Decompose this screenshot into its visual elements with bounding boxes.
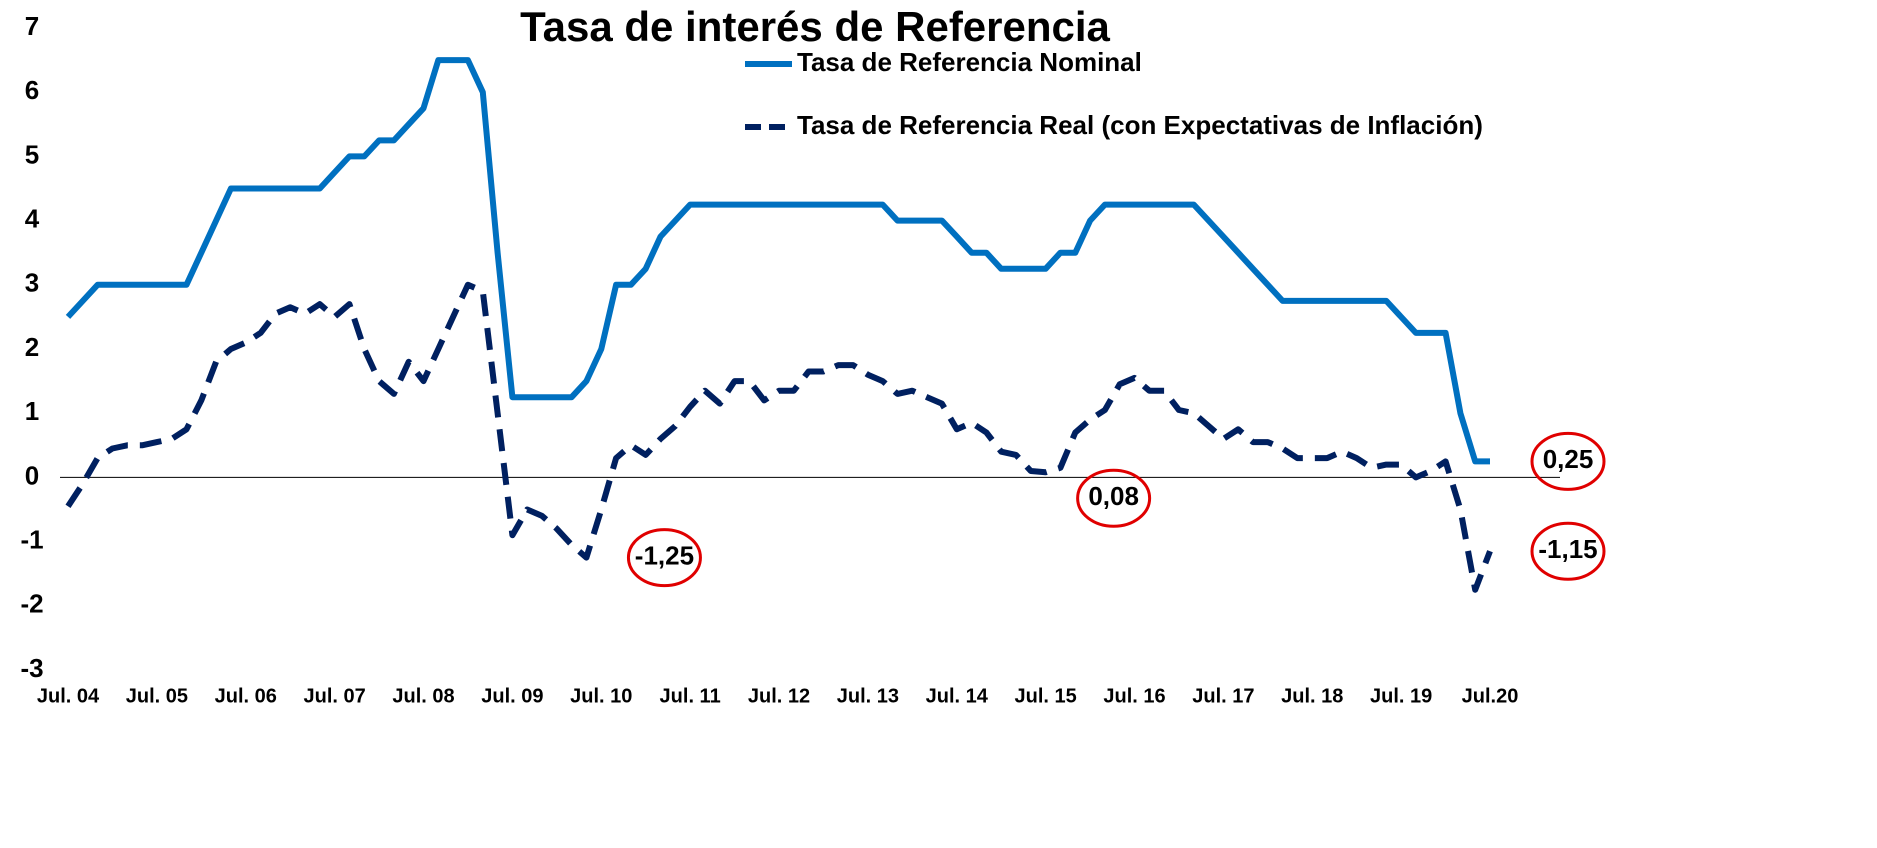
data-label: -1,15 bbox=[1538, 534, 1597, 564]
x-tick-label: Jul.20 bbox=[1462, 685, 1519, 707]
x-tick-label: Jul. 06 bbox=[215, 685, 277, 707]
x-tick-label: Jul. 18 bbox=[1281, 685, 1343, 707]
y-tick-label: 7 bbox=[25, 11, 39, 41]
x-tick-label: Jul. 11 bbox=[660, 685, 721, 707]
data-label: 0,08 bbox=[1088, 481, 1139, 511]
x-tick-label: Jul. 19 bbox=[1370, 685, 1432, 707]
label-circle bbox=[626, 528, 702, 588]
x-tick-label: Jul. 08 bbox=[392, 685, 454, 707]
series-line bbox=[65, 281, 1493, 593]
label-circle bbox=[1530, 431, 1606, 491]
legend-label: Tasa de Referencia Real (con Expectativa… bbox=[797, 110, 1483, 140]
x-tick-label: Jul. 15 bbox=[1014, 685, 1076, 707]
y-tick-label: 2 bbox=[25, 332, 39, 362]
x-tick-label: Jul. 16 bbox=[1103, 685, 1165, 707]
x-tick-label: Jul. 17 bbox=[1192, 685, 1254, 707]
x-tick-label: Jul. 13 bbox=[837, 685, 899, 707]
y-tick-label: 6 bbox=[25, 75, 39, 105]
y-tick-label: -3 bbox=[20, 653, 43, 683]
x-tick-label: Jul. 14 bbox=[926, 685, 989, 707]
label-circle bbox=[1530, 521, 1606, 581]
chart-title: Tasa de interés de Referencia bbox=[520, 3, 1110, 50]
y-tick-label: 0 bbox=[25, 460, 39, 490]
label-circle bbox=[1076, 468, 1152, 528]
x-tick-label: Jul. 05 bbox=[126, 685, 188, 707]
series-line bbox=[65, 57, 1490, 465]
y-tick-label: -1 bbox=[20, 524, 43, 554]
y-tick-label: 4 bbox=[25, 203, 40, 233]
legend-label: Tasa de Referencia Nominal bbox=[797, 47, 1142, 77]
y-tick-label: -2 bbox=[20, 589, 43, 619]
x-tick-label: Jul. 04 bbox=[37, 685, 100, 707]
data-label: 0,25 bbox=[1543, 444, 1594, 474]
data-label: -1,25 bbox=[635, 541, 694, 571]
x-tick-label: Jul. 07 bbox=[303, 685, 365, 707]
x-tick-label: Jul. 10 bbox=[570, 685, 632, 707]
y-tick-label: 3 bbox=[25, 268, 39, 298]
x-tick-label: Jul. 12 bbox=[748, 685, 810, 707]
y-tick-label: 5 bbox=[25, 139, 39, 169]
y-tick-label: 1 bbox=[25, 396, 39, 426]
x-tick-label: Jul. 09 bbox=[481, 685, 543, 707]
